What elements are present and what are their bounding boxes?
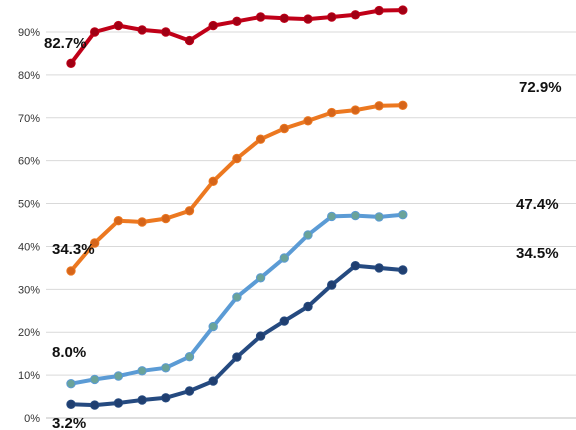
y-tick-label: 40%	[18, 241, 40, 253]
data-point	[161, 213, 171, 224]
y-tick-label: 60%	[18, 156, 40, 168]
data-point	[66, 58, 76, 68]
data-labels: 82.7% 72.9% 34.3% 47.4% 34.5% 8.0% 3.2%	[44, 35, 562, 430]
data-point	[90, 238, 100, 248]
data-point	[208, 376, 218, 386]
data-point	[350, 261, 361, 271]
data-point	[90, 400, 100, 410]
data-point	[350, 210, 361, 221]
y-tick-label: 20%	[18, 327, 40, 339]
data-point	[398, 265, 408, 275]
data-point	[374, 5, 384, 16]
data-point	[184, 386, 195, 396]
data-point	[113, 398, 124, 408]
data-point	[350, 10, 361, 20]
data-point	[66, 399, 76, 409]
data-point	[374, 101, 384, 111]
data-point	[398, 100, 408, 111]
data-point	[303, 230, 313, 240]
data-point	[184, 35, 195, 46]
data-point	[327, 211, 337, 222]
data-point	[90, 374, 100, 385]
data-label-34-5: 34.5%	[516, 245, 559, 262]
data-point	[184, 352, 195, 362]
data-label-34-3: 34.3%	[52, 241, 95, 258]
data-point	[327, 107, 337, 118]
y-tick-label: 30%	[18, 284, 40, 296]
data-point	[303, 301, 313, 312]
data-point	[232, 16, 242, 26]
data-point	[208, 20, 218, 31]
y-tick-label: 70%	[18, 113, 40, 125]
data-point	[137, 366, 147, 376]
data-point	[232, 352, 242, 362]
series-2	[66, 100, 408, 276]
data-point	[279, 123, 289, 134]
data-point	[327, 12, 337, 22]
data-point	[137, 395, 147, 405]
y-tick-label: 10%	[18, 370, 40, 382]
y-tick-label: 80%	[18, 70, 40, 82]
data-point	[255, 12, 266, 22]
gridlines	[46, 31, 576, 419]
data-label-47-4: 47.4%	[516, 196, 559, 213]
data-point	[137, 217, 147, 227]
data-point	[66, 379, 76, 389]
data-point	[66, 266, 76, 276]
data-point	[398, 5, 408, 15]
data-point	[255, 273, 266, 283]
data-point	[161, 393, 171, 403]
data-point	[232, 153, 242, 164]
data-label-3-2: 3.2%	[52, 415, 86, 430]
data-point	[327, 280, 337, 290]
data-point	[255, 331, 266, 341]
data-label-82-7: 82.7%	[44, 35, 87, 52]
data-point	[374, 263, 384, 273]
data-point	[208, 321, 218, 332]
series-line	[69, 263, 405, 408]
data-point	[279, 13, 289, 23]
series-4	[66, 261, 408, 410]
data-point	[113, 20, 124, 31]
data-point	[113, 216, 124, 226]
data-point	[398, 210, 408, 220]
y-tick-label: 50%	[18, 199, 40, 211]
data-point	[303, 116, 313, 126]
data-point	[255, 134, 266, 144]
data-label-72-9: 72.9%	[519, 79, 562, 96]
data-point	[113, 371, 124, 381]
data-point	[208, 176, 218, 187]
data-point	[279, 253, 289, 263]
y-tick-label: 0%	[24, 413, 40, 425]
series-1	[66, 5, 408, 68]
series-group	[66, 5, 408, 410]
data-point	[374, 212, 384, 222]
y-tick-label: 90%	[18, 27, 40, 39]
series-3	[66, 210, 408, 389]
data-point	[161, 363, 171, 373]
data-label-8-0: 8.0%	[52, 344, 86, 361]
data-point	[184, 206, 195, 216]
data-point	[137, 25, 147, 35]
data-point	[350, 105, 361, 115]
data-point	[232, 292, 242, 302]
data-point	[303, 14, 313, 24]
data-point	[279, 316, 289, 326]
data-point	[161, 27, 171, 37]
y-axis: 0% 10% 20% 30% 40% 50% 60% 70% 80% 90%	[18, 27, 40, 425]
data-point	[90, 27, 100, 37]
